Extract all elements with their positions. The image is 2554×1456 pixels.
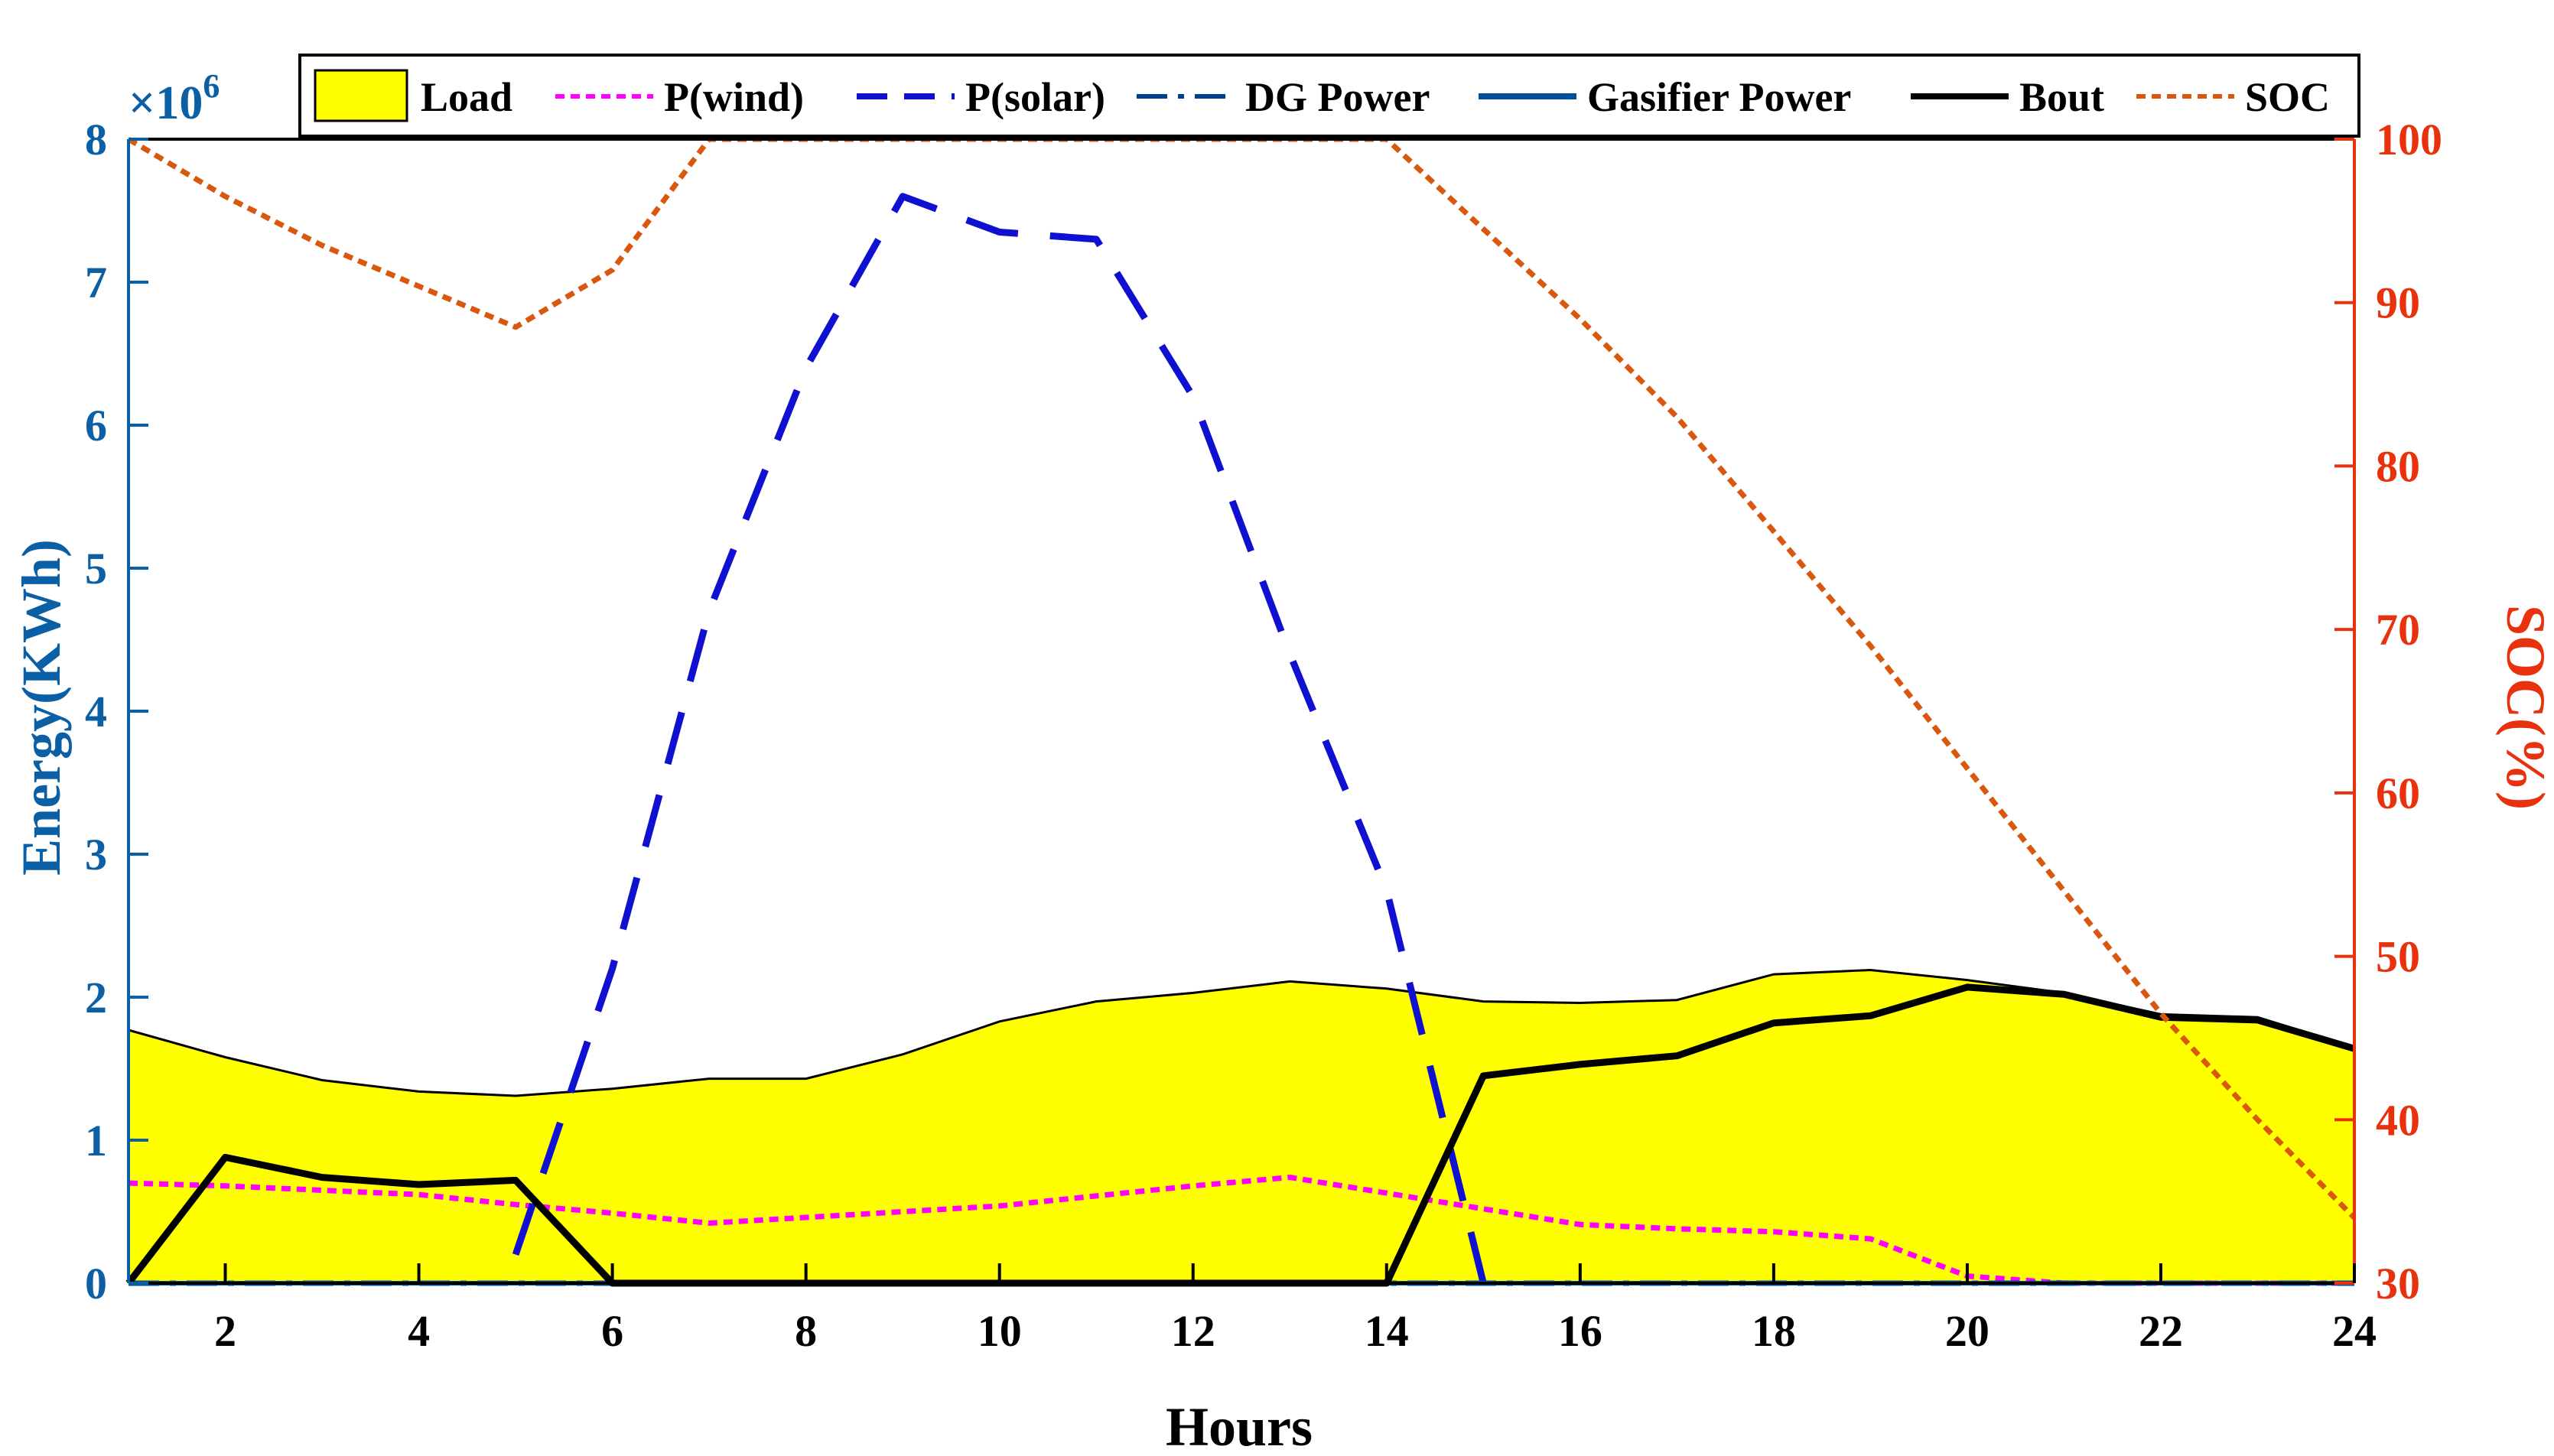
right-tick-label: 40 [2376, 1095, 2420, 1145]
left-tick-label: 4 [85, 687, 107, 736]
x-axis-title: Hours [1166, 1396, 1313, 1456]
series-load-area [129, 970, 2354, 1283]
x-tick-label: 4 [408, 1306, 430, 1356]
x-tick-label: 2 [214, 1306, 236, 1356]
right-tick-label: 60 [2376, 769, 2420, 818]
legend-label-soc: SOC [2245, 74, 2330, 120]
right-tick-label: 100 [2376, 115, 2442, 164]
x-tick-label: 16 [1558, 1306, 1602, 1356]
legend-label-load: Load [421, 74, 512, 120]
x-tick-label: 12 [1171, 1306, 1215, 1356]
series-p-solar-line [512, 193, 1487, 1285]
legend-box [298, 54, 2360, 138]
x-tick-label: 20 [1945, 1306, 1990, 1356]
left-tick-label: 8 [85, 115, 107, 164]
x-tick-label: 24 [2332, 1306, 2377, 1356]
legend: Load P(wind) P(solar) DG Power Gasifier Powe… [298, 54, 2360, 138]
left-tick-label: 7 [85, 258, 107, 307]
left-y-axis: 0 1 2 3 4 5 6 7 8 [85, 115, 148, 1308]
right-axis-title: SOC(%) [2495, 605, 2554, 810]
x-tick-label: 10 [978, 1306, 1022, 1356]
legend-label-p-solar: P(solar) [965, 74, 1105, 120]
series-soc-line [127, 136, 2357, 1220]
x-tick-label: 22 [2139, 1306, 2183, 1356]
right-tick-label: 80 [2376, 441, 2420, 491]
legend-label-gasifier-power: Gasifier Power [1587, 74, 1851, 120]
right-tick-label: 70 [2376, 605, 2420, 655]
left-tick-label: 1 [85, 1116, 107, 1165]
right-y-axis: 30 40 50 60 70 80 90 100 [2334, 115, 2442, 1308]
left-axis-title: Energy(KWh) [11, 539, 72, 876]
right-tick-label: 30 [2376, 1259, 2420, 1308]
x-tick-label: 18 [1752, 1306, 1796, 1356]
left-axis-exponent: ×106 [129, 67, 220, 129]
x-axis: 2 4 6 8 10 12 14 16 18 20 22 24 [214, 1263, 2377, 1356]
left-tick-label: 6 [85, 401, 107, 450]
series-load-outline [128, 968, 2355, 1097]
x-tick-label: 8 [795, 1306, 817, 1356]
legend-label-p-wind: P(wind) [664, 74, 804, 120]
legend-label-dg-power: DG Power [1245, 74, 1430, 120]
x-tick-label: 6 [601, 1306, 623, 1356]
legend-label-bout: Bout [2019, 74, 2104, 120]
left-tick-label: 2 [85, 973, 107, 1022]
series-p-wind-line [128, 1175, 2354, 1286]
left-tick-label: 3 [85, 830, 107, 879]
left-tick-label: 0 [85, 1259, 107, 1308]
plot-area [125, 136, 2357, 1287]
right-tick-label: 50 [2376, 932, 2420, 982]
x-tick-label: 14 [1365, 1306, 1409, 1356]
left-tick-label: 5 [85, 544, 107, 593]
legend-swatch-load [314, 69, 408, 122]
right-tick-label: 90 [2376, 278, 2420, 328]
